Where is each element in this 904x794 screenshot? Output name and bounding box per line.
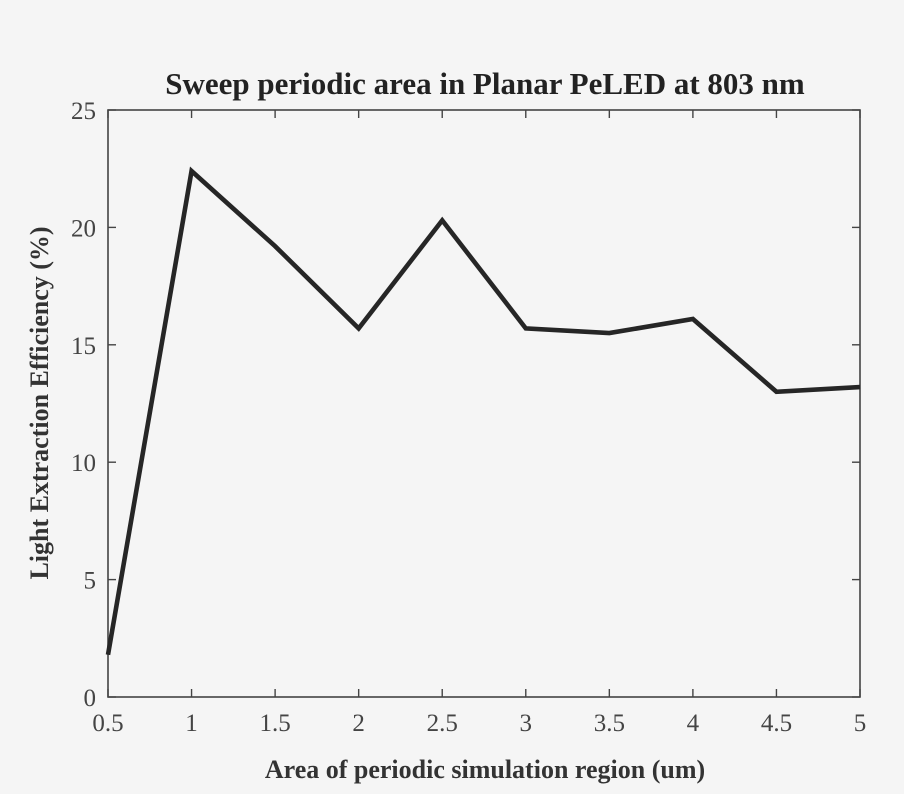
y-axis-tick-labels: 0 5 10 15 20 25 [71,98,96,712]
x-axis-label: Area of periodic simulation region (um) [265,755,705,784]
y-tick-label: 10 [71,450,96,477]
x-axis-ticks [107,110,861,697]
y-tick-label: 15 [71,333,96,360]
x-tick-label: 2 [352,710,365,737]
x-axis-tick-labels: 0.5 1 1.5 2 2.5 3 3.5 4 4.5 5 [92,710,866,737]
y-axis-label: Light Extraction Efficiency (%) [25,226,54,579]
x-tick-label: 4 [687,710,700,737]
chart-title: Sweep periodic area in Planar PeLED at 8… [165,66,805,101]
x-tick-label: 3 [520,710,533,737]
y-tick-label: 25 [71,98,96,125]
data-points [107,170,861,655]
y-tick-label: 5 [84,568,97,595]
series-line [105,166,861,656]
x-tick-label: 1.5 [259,710,290,737]
x-tick-label: 2.5 [427,710,458,737]
plot-area-frame [107,109,861,698]
x-tick-label: 0.5 [92,710,123,737]
y-axis-ticks [108,109,860,698]
x-tick-label: 3.5 [594,710,625,737]
y-tick-label: 0 [84,685,97,712]
x-tick-label: 5 [854,710,867,737]
y-tick-label: 20 [71,215,96,242]
x-tick-label: 4.5 [761,710,792,737]
x-tick-label: 1 [185,710,198,737]
